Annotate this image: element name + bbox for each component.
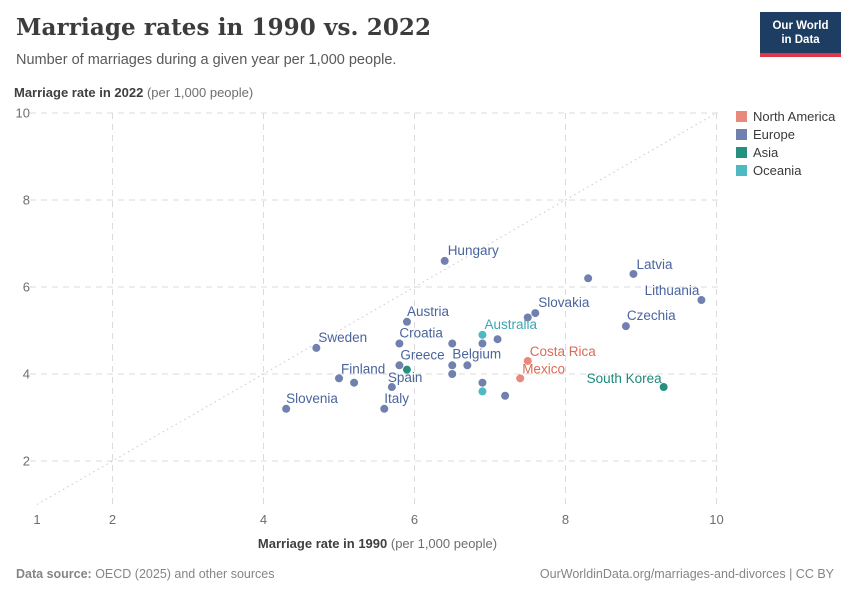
data-point[interactable]	[448, 370, 457, 378]
data-point-spain[interactable]	[387, 383, 396, 392]
data-point[interactable]	[584, 274, 593, 283]
legend-swatch-north-america-icon	[736, 110, 747, 122]
x-axis-tick-label: 4	[260, 512, 267, 527]
data-point[interactable]	[478, 387, 487, 396]
y-axis-tick-label: 8	[23, 193, 30, 208]
point-label: Italy	[384, 391, 409, 406]
point-label: Australia	[484, 317, 537, 332]
y-axis-tick-label: 2	[23, 454, 30, 469]
data-point[interactable]	[478, 378, 487, 387]
data-point-hungary[interactable]	[440, 256, 449, 265]
point-label: South Korea	[587, 371, 663, 386]
x-axis-tick-label: 10	[709, 512, 723, 527]
x-axis-tick-label: 2	[109, 512, 116, 527]
page-title: Marriage rates in 1990 vs. 2022	[16, 14, 432, 41]
point-label: Sweden	[318, 330, 367, 345]
data-source-note[interactable]: Data source: OECD (2025) and other sourc…	[16, 567, 275, 581]
point-label: Austria	[407, 304, 450, 319]
data-point-belgium[interactable]	[463, 361, 472, 370]
point-label: Costa Rica	[530, 344, 597, 359]
owid-logo-line1: Our World	[772, 20, 829, 32]
data-point-greece[interactable]	[395, 361, 404, 370]
data-point-slovakia[interactable]	[531, 309, 540, 318]
data-point-latvia[interactable]	[629, 269, 638, 278]
point-label: Latvia	[636, 257, 673, 272]
data-point-lithuania[interactable]	[697, 296, 706, 305]
point-label: Finland	[341, 361, 385, 376]
data-point[interactable]	[478, 339, 487, 348]
legend-swatch-oceania-icon	[736, 164, 747, 176]
point-label: Belgium	[452, 346, 501, 361]
legend-label: Asia	[753, 144, 779, 160]
y-axis-tick-label: 4	[23, 367, 30, 382]
data-point[interactable]	[501, 391, 510, 400]
owid-logo-line2: in Data	[781, 34, 820, 46]
point-label: Hungary	[448, 243, 499, 258]
data-point[interactable]	[350, 378, 359, 387]
data-point[interactable]	[448, 339, 457, 348]
point-label: Greece	[400, 347, 444, 362]
x-axis-tick-label: 8	[562, 512, 569, 527]
data-point[interactable]	[493, 335, 502, 344]
data-point-australia[interactable]	[478, 330, 487, 339]
legend-label: Europe	[753, 126, 795, 142]
parity-line	[36, 112, 717, 505]
data-point-mexico[interactable]	[516, 374, 525, 383]
data-point[interactable]	[448, 361, 457, 370]
data-point-costa-rica[interactable]	[523, 356, 532, 365]
data-point-croatia[interactable]	[395, 339, 404, 348]
x-axis-tick-label: 6	[411, 512, 418, 527]
data-point[interactable]	[523, 313, 532, 322]
point-label: Slovakia	[538, 295, 590, 310]
y-axis-tick-label: 6	[23, 280, 30, 295]
legend-item-europe[interactable]: Europe	[736, 125, 835, 143]
legend-swatch-asia-icon	[736, 146, 747, 158]
data-point-italy[interactable]	[380, 404, 389, 413]
legend-item-asia[interactable]: Asia	[736, 143, 835, 161]
y-axis-tick-label: 10	[16, 106, 30, 121]
point-label: Croatia	[399, 326, 443, 341]
point-label: Mexico	[522, 361, 565, 376]
data-point-sweden[interactable]	[312, 343, 321, 352]
legend-swatch-europe-icon	[736, 128, 747, 140]
x-axis-tick-label: 1	[33, 512, 40, 527]
data-point-austria[interactable]	[402, 317, 411, 326]
credit-link[interactable]: OurWorldinData.org/marriages-and-divorce…	[539, 567, 834, 581]
chart-subtitle: Number of marriages during a given year …	[16, 52, 397, 68]
data-point-south-korea[interactable]	[659, 383, 668, 392]
point-label: Lithuania	[645, 283, 700, 298]
data-point-czechia[interactable]	[621, 322, 630, 331]
owid-logo[interactable]: Our World in Data	[760, 12, 841, 57]
point-label: Spain	[388, 370, 423, 385]
point-label: Czechia	[627, 308, 676, 323]
legend-label: Oceania	[753, 162, 802, 178]
data-point[interactable]	[402, 365, 411, 374]
x-axis-title: Marriage rate in 1990 (per 1,000 people)	[257, 536, 498, 551]
legend-item-north-america[interactable]: North America	[736, 107, 835, 125]
data-point-slovenia[interactable]	[282, 404, 291, 413]
legend: North America Europe Asia Oceania	[736, 107, 835, 179]
legend-label: North America	[753, 108, 836, 124]
y-axis-title: Marriage rate in 2022 (per 1,000 people)	[14, 85, 254, 100]
legend-item-oceania[interactable]: Oceania	[736, 161, 835, 179]
data-point-finland[interactable]	[335, 374, 343, 383]
point-label: Slovenia	[286, 391, 338, 406]
